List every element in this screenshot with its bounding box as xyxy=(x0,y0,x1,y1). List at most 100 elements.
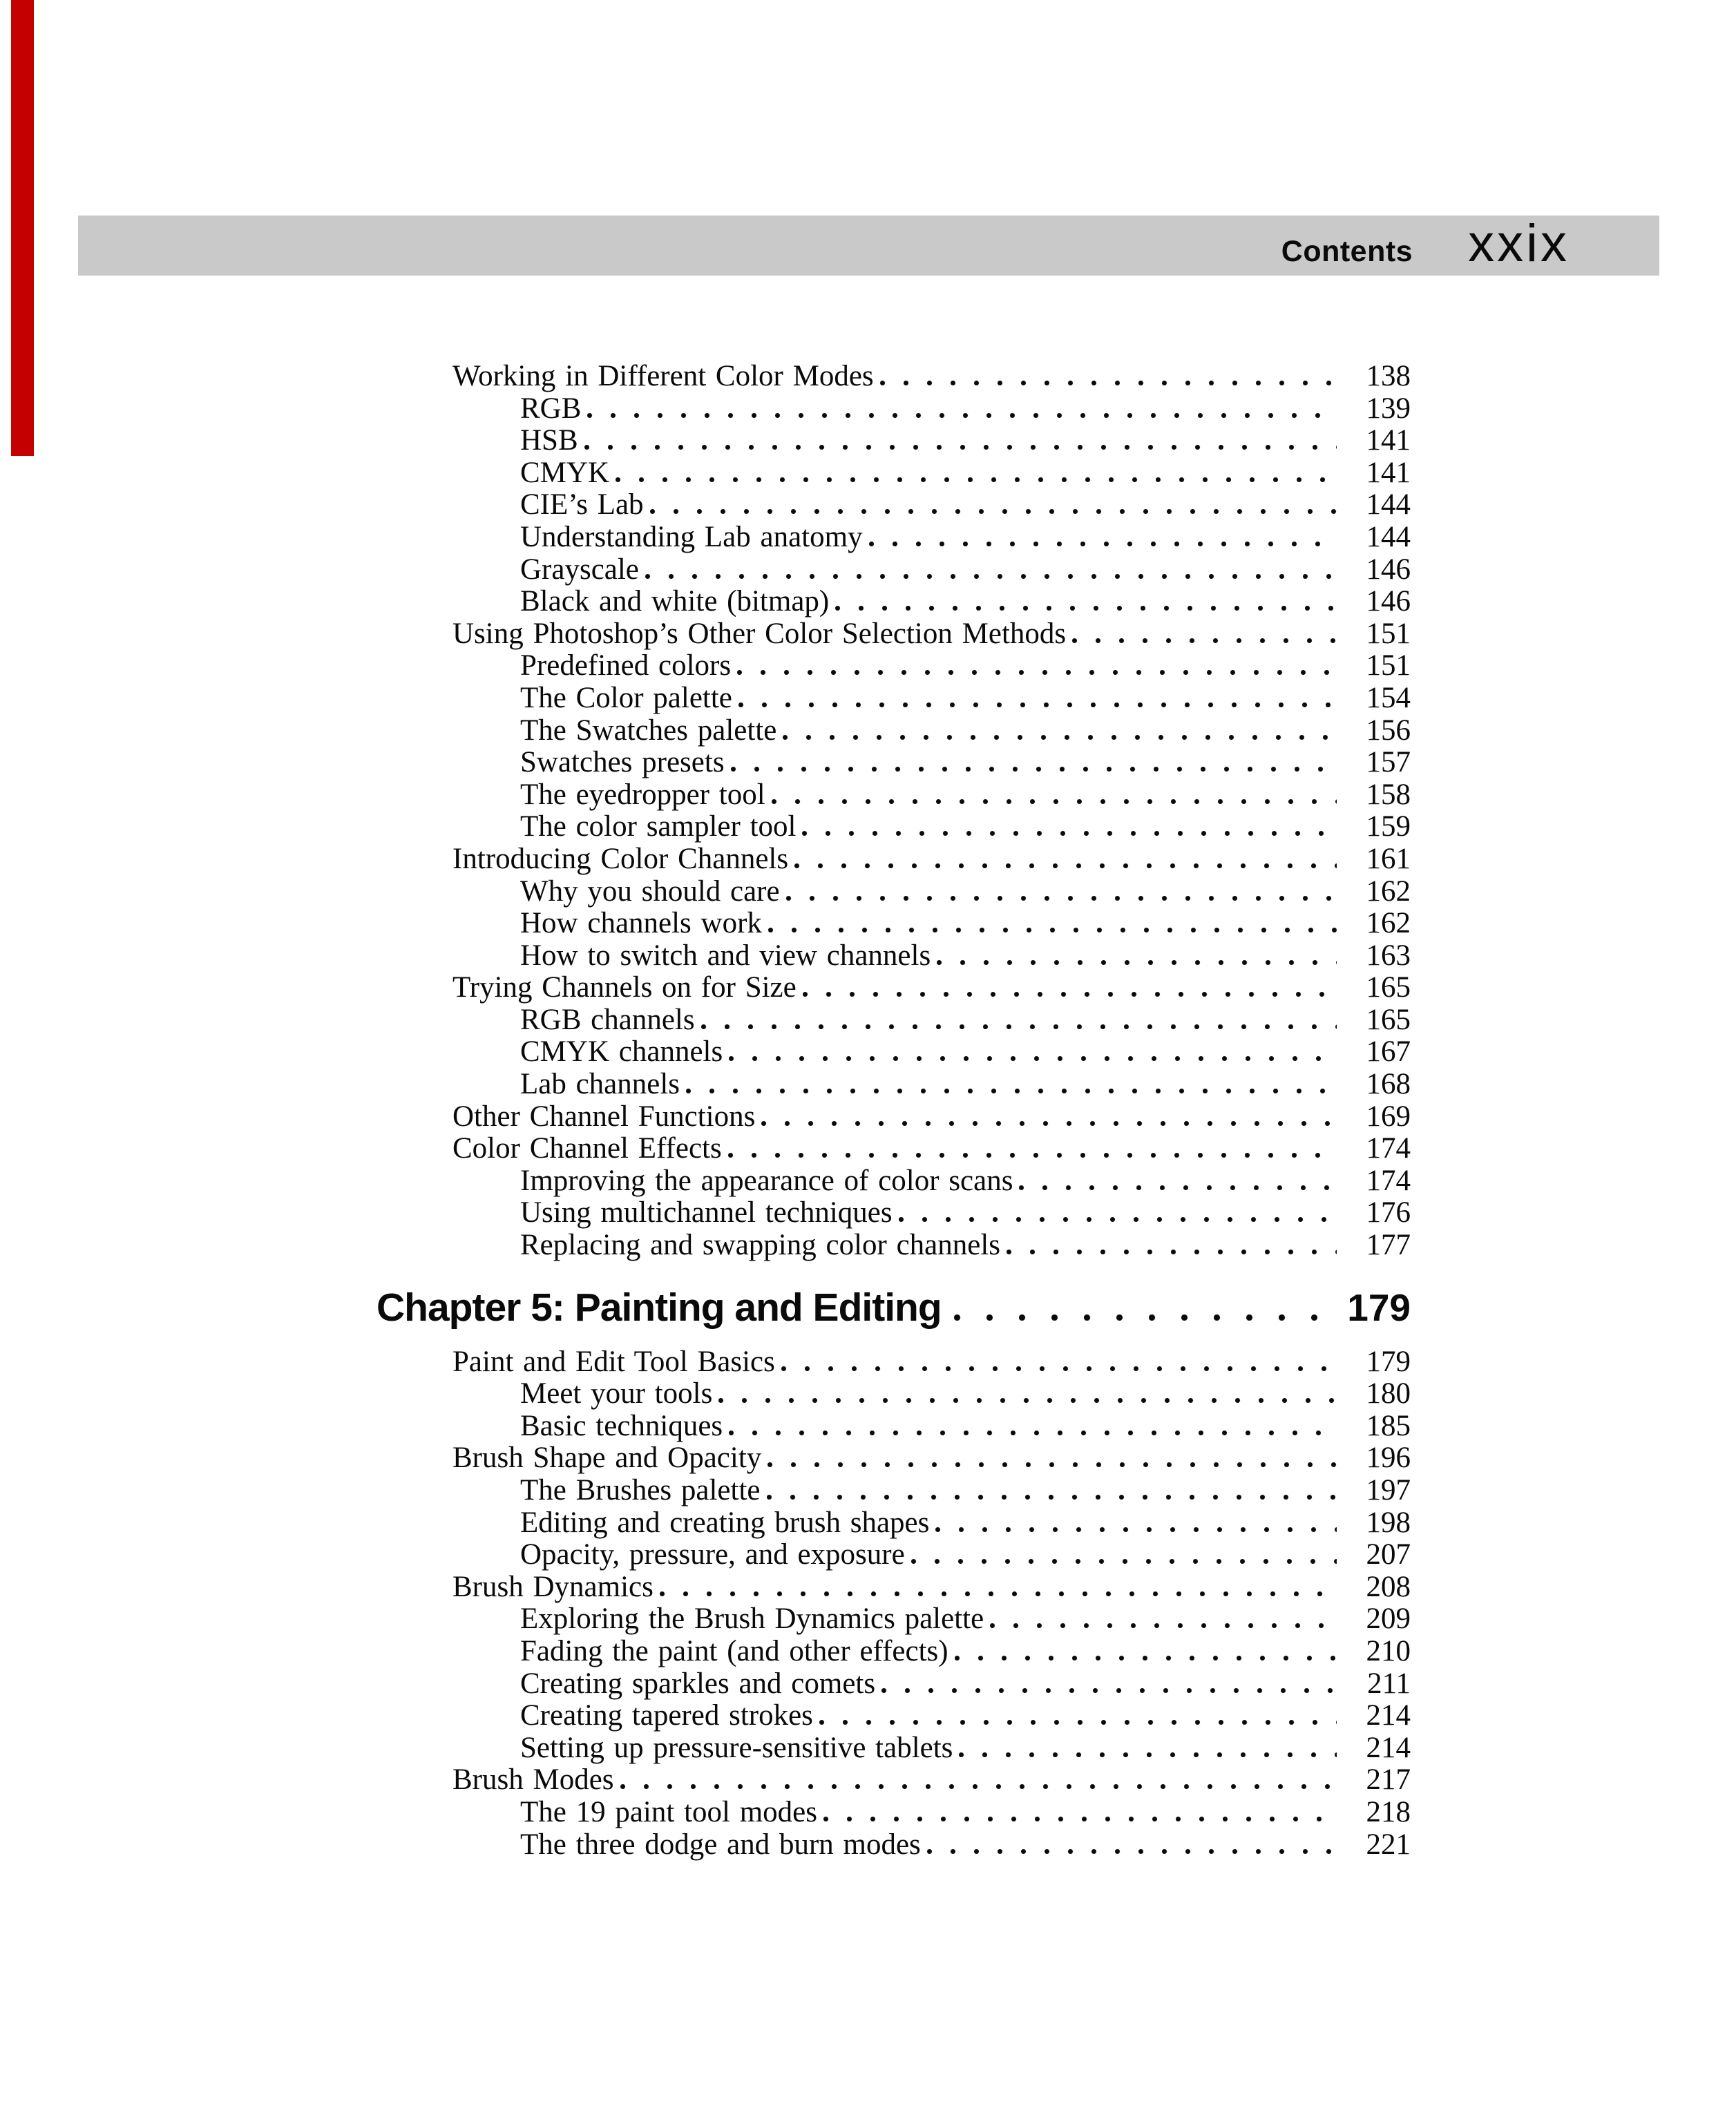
entry-title: Working in Different Color Modes xyxy=(452,360,874,392)
toc-entry: Using multichannel techniques 176 xyxy=(376,1197,1411,1230)
entry-title: Setting up pressure-sensitive tablets xyxy=(520,1731,953,1764)
entry-title: Brush Dynamics xyxy=(452,1570,654,1603)
toc-entry: The Swatches palette 156 xyxy=(376,714,1411,747)
entry-page-number: 146 xyxy=(1366,585,1411,618)
toc-entry: CIE’s Lab 144 xyxy=(376,489,1411,522)
toc-entry: Brush Shape and Opacity 196 xyxy=(376,1442,1411,1475)
dot-leader xyxy=(953,1314,1327,1321)
toc-entry: Grayscale 146 xyxy=(376,553,1411,586)
header-band: Contents xxix xyxy=(78,216,1659,276)
dot-leader xyxy=(686,1089,1337,1094)
toc-entry: Brush Modes 217 xyxy=(376,1764,1411,1797)
entry-page-number: 209 xyxy=(1366,1602,1411,1636)
entry-title: Other Channel Functions xyxy=(452,1100,756,1133)
entry-page-number: 214 xyxy=(1366,1699,1411,1732)
dot-leader xyxy=(729,1430,1337,1435)
entry-title: RGB xyxy=(520,392,582,425)
dot-leader xyxy=(729,1056,1337,1062)
toc-entry: Creating tapered strokes 214 xyxy=(376,1700,1411,1732)
entry-title: Fading the paint (and other effects) xyxy=(520,1634,948,1667)
entry-page-number: 207 xyxy=(1366,1538,1411,1571)
entry-title: RGB channels xyxy=(520,1003,695,1036)
toc-entry: How to switch and view channels 163 xyxy=(376,939,1411,973)
entry-page-number: 210 xyxy=(1366,1634,1411,1667)
toc-entry: Setting up pressure-sensitive tablets 214 xyxy=(376,1732,1411,1765)
toc-entry: RGB channels 165 xyxy=(376,1004,1411,1037)
entry-page-number: 180 xyxy=(1366,1377,1411,1410)
toc-entry: CMYK channels 167 xyxy=(376,1036,1411,1069)
entry-title: The three dodge and burn modes xyxy=(520,1828,921,1861)
entry-title: Trying Channels on for Size xyxy=(452,971,797,1004)
page-folio-number: xxix xyxy=(1468,214,1570,273)
entry-title: Black and white (bitmap) xyxy=(520,585,830,618)
dot-leader xyxy=(767,928,1337,933)
dot-leader xyxy=(935,1527,1337,1532)
entry-page-number: 146 xyxy=(1366,553,1411,586)
entry-page-number: 154 xyxy=(1366,681,1411,714)
dot-leader xyxy=(794,863,1337,868)
toc-entry: Paint and Edit Tool Basics 179 xyxy=(376,1346,1411,1379)
dot-leader xyxy=(659,1591,1337,1596)
toc-entry: The Color palette 154 xyxy=(376,682,1411,715)
dot-leader xyxy=(771,798,1337,804)
chapter-page-number: 179 xyxy=(1347,1285,1411,1329)
entry-title: CIE’s Lab xyxy=(520,488,644,522)
entry-page-number: 165 xyxy=(1366,971,1411,1004)
dot-leader xyxy=(990,1623,1337,1629)
entry-title: Replacing and swapping color channels xyxy=(520,1229,1001,1262)
dot-leader xyxy=(700,1024,1337,1029)
entry-page-number: 139 xyxy=(1366,392,1411,425)
entry-page-number: 185 xyxy=(1366,1409,1411,1442)
entry-page-number: 179 xyxy=(1366,1345,1411,1378)
entry-page-number: 174 xyxy=(1366,1132,1411,1165)
entry-title: The 19 paint tool modes xyxy=(520,1795,817,1828)
dot-leader xyxy=(584,445,1337,450)
toc-entry: How channels work 162 xyxy=(376,907,1411,940)
toc-entry: Color Channel Effects 174 xyxy=(376,1133,1411,1165)
dot-leader xyxy=(910,1559,1337,1565)
entry-title: CMYK channels xyxy=(520,1035,723,1069)
toc-entry: Opacity, pressure, and exposure 207 xyxy=(376,1539,1411,1571)
toc-entry: The color sampler tool 159 xyxy=(376,811,1411,843)
header-contents-label: Contents xyxy=(1281,235,1413,268)
entry-page-number: 156 xyxy=(1366,714,1411,747)
toc-entry: Exploring the Brush Dynamics palette 209 xyxy=(376,1603,1411,1636)
entry-title: HSB xyxy=(520,424,578,457)
entry-page-number: 159 xyxy=(1366,810,1411,843)
entry-title: Swatches presets xyxy=(520,746,725,779)
entry-page-number: 144 xyxy=(1366,520,1411,553)
dot-leader xyxy=(727,1153,1337,1158)
toc-entry: Why you should care 162 xyxy=(376,875,1411,908)
dot-leader xyxy=(766,1495,1337,1500)
toc-entry: RGB 139 xyxy=(376,392,1411,425)
dot-leader xyxy=(781,1366,1337,1371)
entry-page-number: 161 xyxy=(1366,842,1411,875)
dot-leader xyxy=(767,1462,1337,1468)
toc-entry: Understanding Lab anatomy 144 xyxy=(376,520,1411,554)
entry-page-number: 168 xyxy=(1366,1068,1411,1101)
toc-entry: Replacing and swapping color channels 177 xyxy=(376,1229,1411,1262)
entry-page-number: 211 xyxy=(1367,1667,1411,1700)
toc-entry: HSB 141 xyxy=(376,425,1411,457)
entry-page-number: 176 xyxy=(1366,1196,1411,1230)
entry-page-number: 163 xyxy=(1366,939,1411,972)
entry-page-number: 197 xyxy=(1366,1474,1411,1506)
red-edge-tab xyxy=(11,0,34,456)
dot-leader xyxy=(823,1816,1337,1821)
dot-leader xyxy=(730,767,1337,772)
entry-title: Exploring the Brush Dynamics palette xyxy=(520,1602,984,1636)
dot-leader xyxy=(785,895,1337,901)
entry-page-number: 198 xyxy=(1366,1506,1411,1539)
dot-leader xyxy=(737,670,1337,676)
dot-leader xyxy=(649,509,1337,515)
entry-page-number: 162 xyxy=(1366,907,1411,940)
entry-page-number: 174 xyxy=(1366,1164,1411,1197)
toc-entry: Brush Dynamics 208 xyxy=(376,1571,1411,1604)
entry-page-number: 196 xyxy=(1366,1442,1411,1475)
entry-title: Meet your tools xyxy=(520,1377,713,1410)
entry-title: Basic techniques xyxy=(520,1409,723,1442)
entry-page-number: 218 xyxy=(1366,1795,1411,1828)
entry-page-number: 151 xyxy=(1366,617,1411,650)
toc-entry: The 19 paint tool modes 218 xyxy=(376,1795,1411,1829)
toc-entry: Working in Different Color Modes 138 xyxy=(376,360,1411,393)
